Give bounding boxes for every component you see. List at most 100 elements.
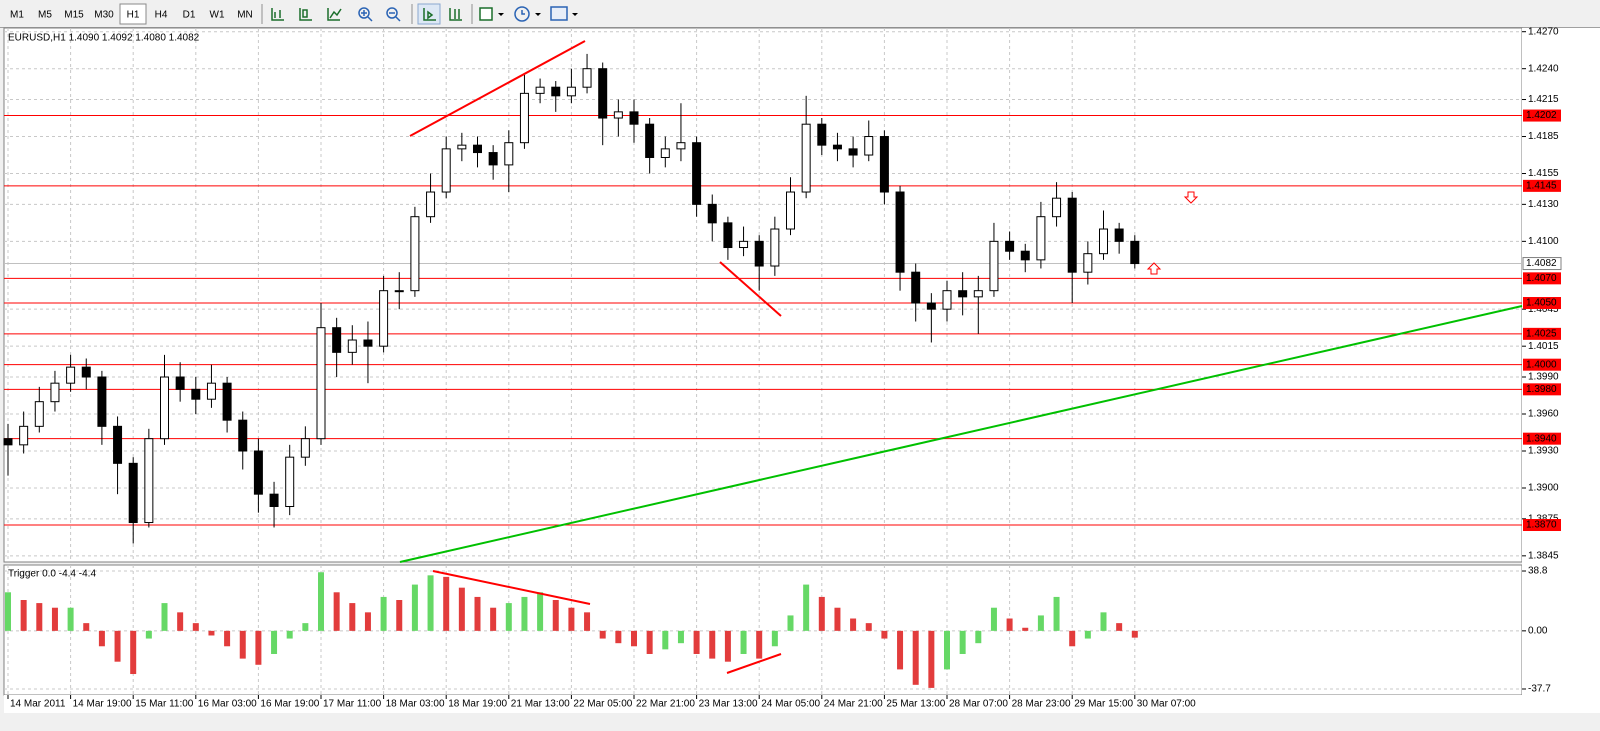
timeframe-button[interactable] (90, 4, 118, 24)
x-tick-label: 14 Mar 2011 (10, 699, 66, 710)
histogram-bar (818, 596, 825, 631)
x-tick-label: 18 Mar 03:00 (386, 699, 445, 710)
histogram-bar (975, 630, 982, 644)
trend-line (432, 570, 591, 605)
level-label: 1.4050 (1526, 298, 1557, 309)
candle-body (253, 450, 263, 495)
y-tick-label: 1.4185 (1528, 131, 1559, 142)
timeframe-button[interactable] (4, 4, 30, 24)
histogram-bar (380, 596, 387, 631)
histogram-bar (803, 584, 810, 631)
histogram-bar (224, 630, 231, 647)
histogram-bar (897, 630, 904, 670)
bar-chart-button[interactable] (271, 8, 284, 21)
indicator-panel (3, 564, 1523, 696)
trend-line (409, 40, 586, 137)
candle-body (535, 86, 545, 94)
histogram-bar (677, 630, 684, 644)
x-tick-label: 29 Mar 15:00 (1074, 699, 1133, 710)
templates-button[interactable] (550, 6, 568, 21)
timeframe-buttons: M1 M5 M15 M30 H1 H4 D1 W1 MN (4, 3, 258, 25)
timeframe-button[interactable] (60, 4, 88, 24)
candle-body (519, 92, 529, 144)
candle-body (19, 425, 29, 446)
histogram-bar (1131, 630, 1138, 638)
candle-body (754, 240, 764, 267)
candle-body (879, 136, 889, 193)
candle-body (175, 376, 185, 390)
y-tick-label: 1.3960 (1528, 409, 1559, 420)
y-tick-label: 1.3990 (1528, 372, 1559, 383)
histogram-bar (928, 630, 935, 688)
level-tag (1523, 432, 1561, 445)
level-label: 1.4025 (1526, 328, 1557, 339)
timeframe-button[interactable] (204, 4, 230, 24)
chart-shift-button[interactable] (449, 8, 462, 21)
histogram-bar (537, 592, 544, 631)
histogram-bar (20, 600, 27, 631)
histogram-bar (51, 607, 58, 631)
time-axis (4, 695, 1600, 713)
candle-body (1099, 228, 1108, 255)
clock-hands (521, 10, 525, 15)
x-tick-label: 22 Mar 21:00 (636, 699, 695, 710)
autoscroll-button[interactable] (417, 3, 441, 25)
histogram-bar (83, 623, 90, 631)
histogram-bar (1069, 630, 1076, 647)
timeframe-button[interactable] (119, 3, 147, 25)
x-tick-label: 15 Mar 11:00 (135, 699, 194, 710)
candle-body (676, 142, 686, 150)
candle-body (566, 86, 576, 97)
candle-body (347, 339, 357, 353)
toolbar-icons (261, 3, 578, 25)
histogram-bar (709, 630, 716, 659)
level-label: 1.4000 (1526, 359, 1557, 370)
level-tag (1523, 383, 1561, 396)
histogram-bar (990, 607, 997, 631)
periods-button[interactable] (514, 6, 530, 22)
line-chart-button[interactable] (327, 8, 342, 21)
x-tick-label: 24 Mar 21:00 (824, 699, 883, 710)
histogram-bar (474, 596, 481, 631)
candle-body (958, 290, 968, 298)
histogram-bar (161, 603, 168, 631)
histogram-bar (787, 615, 794, 631)
histogram-bar (568, 607, 575, 631)
candle-body (613, 111, 623, 119)
candle-body (504, 142, 514, 166)
y-tick-label: 38.8 (1528, 566, 1548, 577)
histogram-bar (130, 630, 137, 675)
candle-body (379, 290, 389, 347)
histogram-bar (411, 584, 418, 631)
dropdown (498, 13, 504, 16)
histogram-bar (850, 618, 857, 631)
histogram-bar (1022, 627, 1029, 631)
zoom-in-button[interactable] (358, 7, 370, 19)
zoom-out-button[interactable] (386, 7, 398, 19)
histogram-bar (98, 630, 105, 647)
candle-body (926, 302, 936, 310)
candle-chart-button[interactable] (299, 8, 312, 21)
indicators-button[interactable] (479, 7, 493, 21)
timeframe-button[interactable] (148, 4, 174, 24)
x-tick-label: 16 Mar 03:00 (198, 699, 257, 710)
candle-body (1067, 197, 1077, 273)
candle-body (144, 438, 154, 524)
level-label: 1.4202 (1526, 110, 1557, 121)
histogram-bar (114, 630, 121, 662)
level-label: 1.3980 (1526, 384, 1557, 395)
candle-body (1130, 240, 1140, 265)
histogram-bar (1053, 596, 1060, 631)
timeframe-button[interactable] (176, 4, 202, 24)
histogram-bar (427, 575, 434, 631)
histogram-bar (302, 623, 309, 631)
candle-body (316, 327, 326, 440)
candle-body (692, 142, 702, 205)
trend-line (719, 261, 782, 317)
timeframe-button[interactable] (232, 4, 258, 24)
histogram-bar (36, 603, 43, 631)
y-tick-label: 1.4155 (1528, 168, 1559, 179)
histogram-bar (865, 623, 872, 631)
timeframe-button[interactable] (32, 4, 58, 24)
timeframe-label: MN (237, 10, 253, 21)
